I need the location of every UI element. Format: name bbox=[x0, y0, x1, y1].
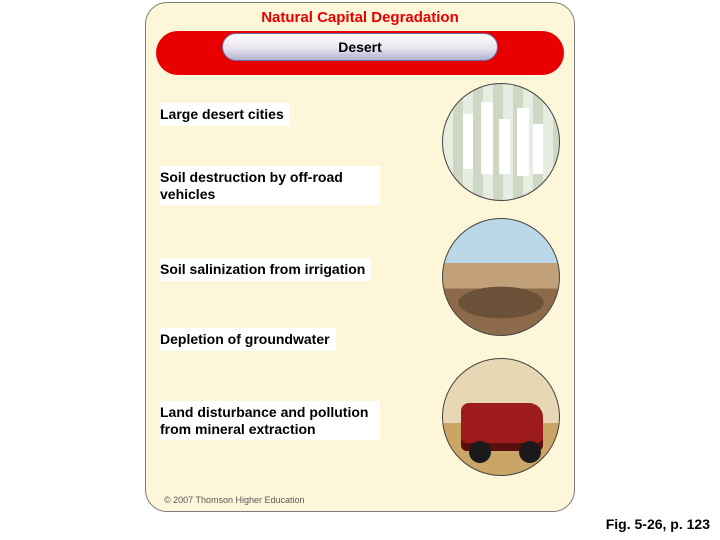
item-label-4: Land disturbance and pollution from mine… bbox=[160, 401, 380, 440]
card-title: Natural Capital Degradation bbox=[146, 9, 574, 26]
buggy-illustration bbox=[442, 358, 560, 476]
item-label-2: Soil salinization from irrigation bbox=[160, 258, 371, 281]
figure-caption: Fig. 5-26, p. 123 bbox=[606, 516, 710, 532]
biome-pill: Desert bbox=[222, 33, 498, 61]
item-label-1: Soil destruction by off-road vehicles bbox=[160, 166, 380, 205]
item-label-0: Large desert cities bbox=[160, 103, 290, 126]
mine-illustration bbox=[442, 218, 560, 336]
copyright-text: © 2007 Thomson Higher Education bbox=[164, 495, 305, 505]
city-illustration bbox=[442, 83, 560, 201]
item-label-3: Depletion of groundwater bbox=[160, 328, 336, 351]
info-card: Natural Capital Degradation Desert Large… bbox=[145, 2, 575, 512]
